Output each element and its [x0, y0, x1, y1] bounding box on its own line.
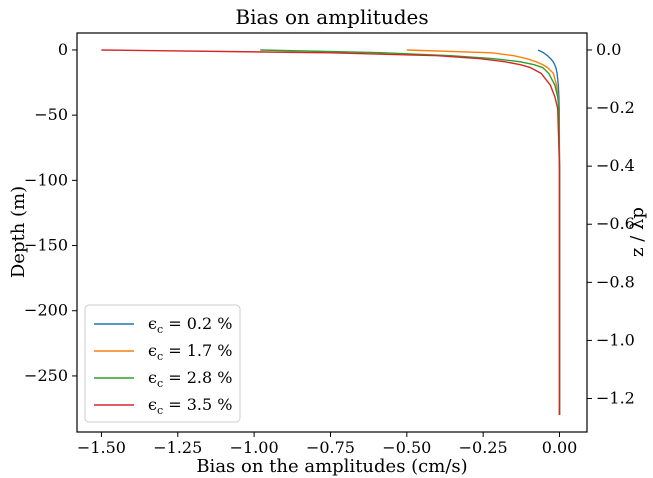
y-right-tick-label: −0.8 — [596, 272, 635, 291]
x-tick-label: 0.00 — [542, 438, 578, 457]
y-right-tick-label: −0.4 — [596, 156, 635, 175]
y-tick-label: −150 — [24, 236, 68, 255]
series-line-2 — [406, 49, 561, 415]
legend-label: ϵc = 2.8 % — [148, 368, 232, 390]
y-axis-right: 0.0 −0.2 −0.4 −0.6 −0.8 −1.0 −1.2 — [587, 40, 635, 408]
y-right-tick-label: −0.6 — [596, 214, 635, 233]
y-right-tick-label: 0.0 — [596, 40, 621, 59]
legend: ϵc = 0.2 % ϵc = 1.7 % ϵc = 2.8 % ϵc = 3.5 % — [84, 304, 241, 423]
y-right-tick-label: −1.0 — [596, 330, 635, 349]
y-axis-right-title: z / λp — [627, 207, 648, 257]
x-tick-label: −1.50 — [77, 438, 126, 457]
y-tick-label: −200 — [24, 301, 68, 320]
legend-label: ϵc = 1.7 % — [148, 341, 232, 363]
x-tick-label: −1.25 — [153, 438, 202, 457]
chart-title: Bias on amplitudes — [235, 5, 428, 29]
y-tick-label: −100 — [24, 170, 68, 189]
legend-box — [84, 304, 241, 423]
y-tick-label: 0 — [58, 40, 68, 59]
y-axis-left: 0 −50 −100 −150 −200 −250 — [24, 40, 77, 385]
legend-label: ϵc = 3.5 % — [148, 395, 232, 417]
x-tick-label: −0.75 — [306, 438, 355, 457]
x-tick-label: −1.00 — [230, 438, 279, 457]
series-line-4 — [101, 49, 561, 415]
y-tick-label: −50 — [34, 105, 68, 124]
plot-frame — [76, 32, 588, 433]
x-axis: −1.50 −1.25 −1.00 −0.75 −0.50 −0.25 0.00 — [77, 432, 577, 457]
x-tick-label: −0.25 — [459, 438, 508, 457]
x-tick-label: −0.50 — [382, 438, 431, 457]
x-axis-title: Bias on the amplitudes (cm/s) — [196, 456, 467, 477]
series-layer — [101, 49, 561, 415]
series-line-3 — [260, 49, 561, 415]
y-right-tick-label: −1.2 — [596, 389, 635, 408]
y-tick-label: −250 — [24, 366, 68, 385]
y-right-tick-label: −0.2 — [596, 98, 635, 117]
legend-label: ϵc = 0.2 % — [148, 314, 232, 336]
y-axis-title: Depth (m) — [8, 186, 29, 278]
